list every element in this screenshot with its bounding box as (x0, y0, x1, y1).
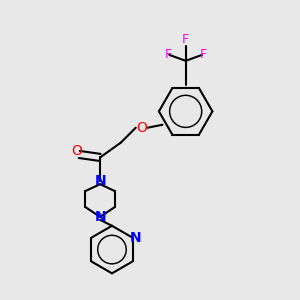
Text: O: O (136, 121, 147, 135)
Text: N: N (94, 174, 106, 188)
Text: F: F (164, 48, 171, 62)
Text: N: N (94, 210, 106, 224)
Text: O: O (71, 145, 82, 158)
Text: N: N (130, 231, 141, 245)
Text: F: F (200, 48, 207, 62)
Text: F: F (182, 33, 189, 46)
